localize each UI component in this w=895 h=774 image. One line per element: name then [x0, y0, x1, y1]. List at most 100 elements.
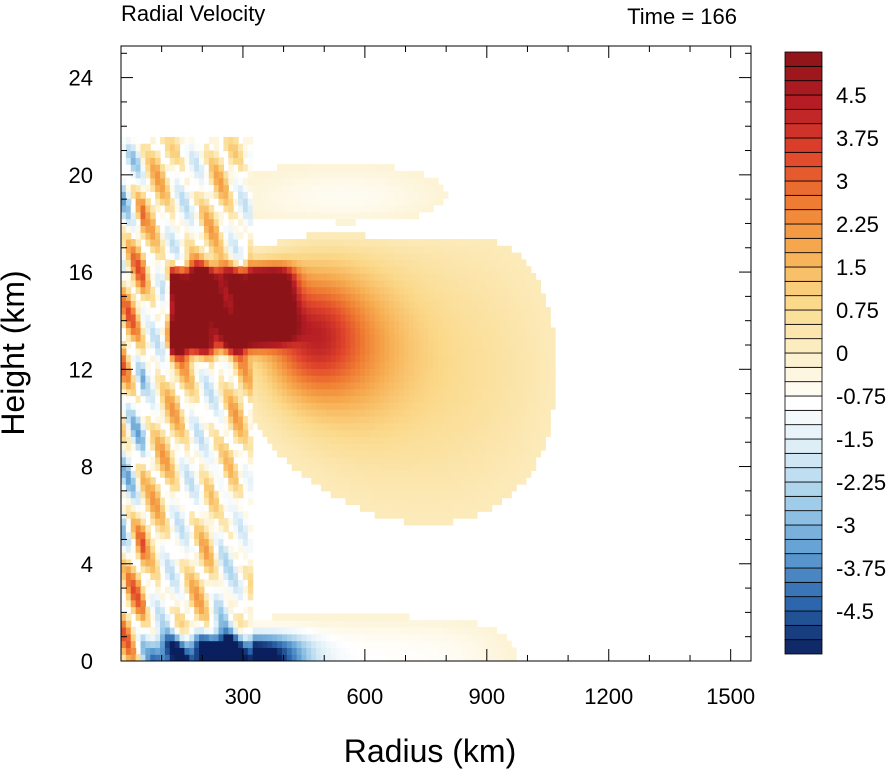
field-cell	[169, 341, 176, 349]
field-cell	[384, 286, 390, 295]
field-cell	[277, 640, 283, 648]
field-cell	[428, 191, 434, 199]
field-cell	[291, 307, 298, 315]
field-cell	[399, 245, 405, 254]
field-cell	[340, 470, 346, 478]
field-cell	[160, 450, 166, 458]
field-cell	[359, 341, 366, 349]
field-cell	[208, 511, 215, 519]
field-cell	[403, 368, 410, 376]
field-cell	[169, 225, 176, 233]
field-cell	[540, 395, 546, 403]
field-cell	[511, 450, 517, 458]
field-cell	[447, 518, 454, 526]
field-cell	[140, 443, 146, 451]
field-cell	[345, 436, 351, 444]
field-cell	[135, 490, 142, 499]
field-cell	[223, 484, 229, 492]
field-cell	[438, 381, 444, 390]
field-cell	[316, 232, 322, 240]
field-cell	[306, 164, 312, 172]
field-cell	[125, 320, 132, 329]
field-cell	[277, 293, 283, 301]
field-cell	[462, 654, 468, 661]
field-cell	[277, 184, 283, 192]
field-cell	[199, 381, 205, 390]
field-cell	[320, 320, 327, 329]
field-cell	[394, 497, 400, 506]
field-cell	[208, 164, 215, 172]
field-cell	[208, 477, 215, 485]
field-cell	[418, 463, 424, 472]
field-cell	[477, 422, 483, 431]
field-cell	[540, 381, 546, 390]
field-cell	[467, 443, 473, 451]
field-cell	[511, 368, 517, 376]
field-cell	[340, 436, 346, 444]
field-cell	[306, 198, 312, 206]
field-cell	[267, 409, 273, 417]
field-cell	[457, 450, 464, 458]
field-cell	[218, 524, 225, 533]
field-cell	[467, 293, 473, 301]
field-cell	[184, 429, 190, 437]
field-cell	[306, 633, 312, 642]
field-cell	[233, 415, 239, 424]
field-cell	[179, 136, 186, 145]
field-cell	[179, 409, 186, 417]
field-cell	[442, 640, 449, 648]
field-cell	[462, 334, 468, 342]
field-cell	[379, 395, 385, 403]
field-cell	[511, 654, 517, 661]
field-cell	[233, 252, 239, 261]
field-cell	[486, 273, 493, 281]
field-cell	[233, 497, 239, 506]
y-tick-label: 4	[81, 552, 93, 577]
field-cell	[164, 320, 171, 329]
field-cell	[199, 586, 205, 594]
field-cell	[164, 204, 171, 213]
field-cell	[442, 381, 449, 390]
field-cell	[335, 293, 342, 301]
field-cell	[486, 347, 493, 356]
field-cell	[252, 293, 259, 301]
field-cell	[481, 327, 488, 335]
field-cell	[389, 164, 395, 172]
field-cell	[355, 409, 361, 417]
field-cell	[384, 450, 390, 458]
field-cell	[330, 477, 337, 485]
field-cell	[316, 198, 322, 206]
field-cell	[530, 347, 537, 356]
field-cell	[291, 640, 298, 648]
field-cell	[238, 409, 244, 417]
field-cell	[340, 490, 346, 499]
field-cell	[233, 293, 239, 301]
field-cell	[262, 273, 268, 281]
field-cell	[135, 381, 142, 390]
field-cell	[208, 150, 215, 158]
field-cell	[486, 409, 493, 417]
field-cell	[184, 334, 190, 342]
field-cell	[213, 626, 220, 635]
field-cell	[247, 456, 254, 465]
field-cell	[496, 245, 503, 254]
field-cell	[169, 381, 176, 390]
field-cell	[452, 266, 459, 274]
field-cell	[335, 170, 342, 179]
field-cell	[320, 239, 327, 247]
field-cell	[408, 170, 415, 179]
field-cell	[511, 300, 517, 308]
field-cell	[169, 579, 176, 587]
field-cell	[530, 395, 537, 403]
field-cell	[194, 143, 200, 152]
field-cell	[140, 626, 146, 635]
field-cell	[213, 586, 220, 594]
field-cell	[140, 375, 146, 383]
field-cell	[150, 443, 156, 451]
field-cell	[223, 450, 229, 458]
field-cell	[184, 347, 190, 356]
field-cell	[179, 177, 186, 186]
field-cell	[228, 463, 234, 472]
field-cell	[291, 654, 298, 661]
field-cell	[301, 313, 307, 322]
